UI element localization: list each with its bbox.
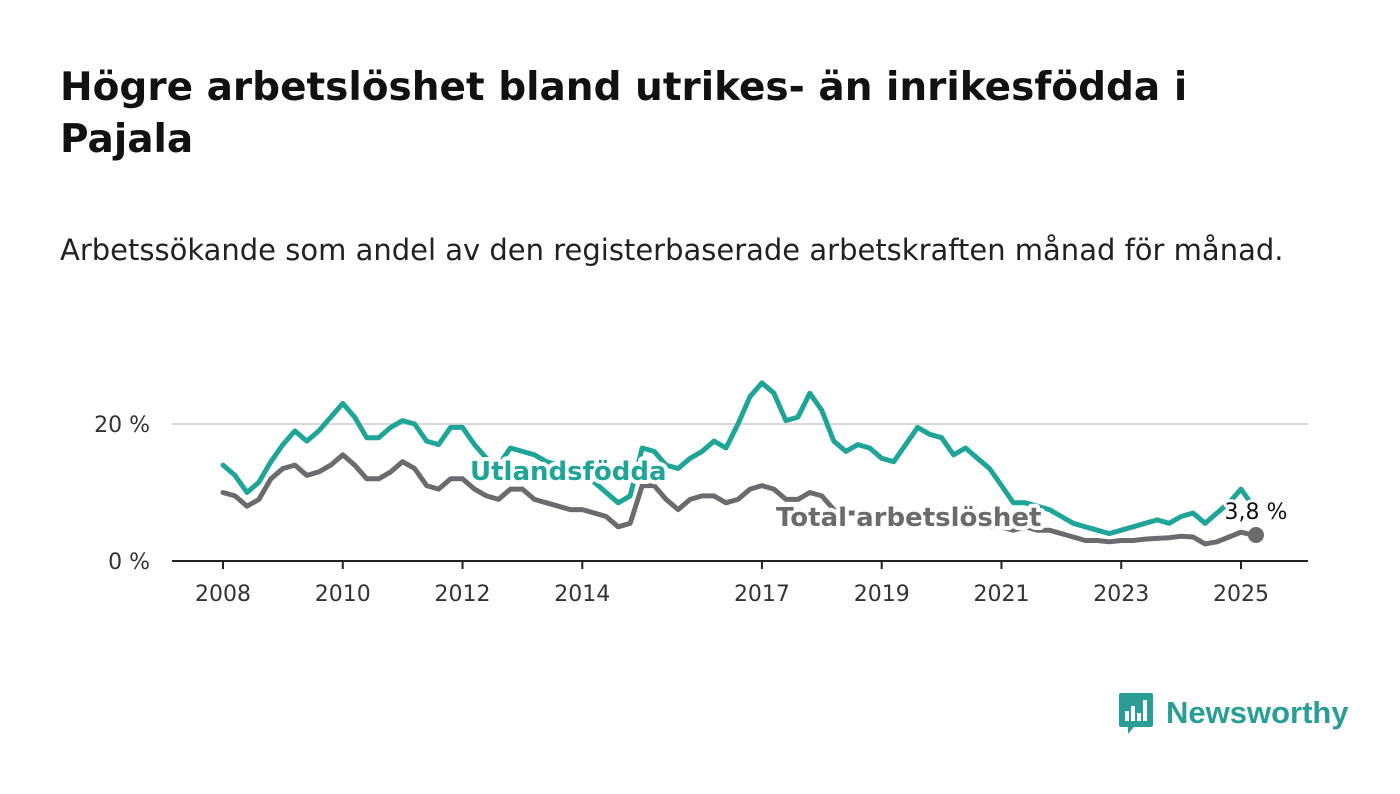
end-point-label-halo: 3,8 %: [1225, 500, 1288, 525]
chart-subtitle: Arbetssökande som andel av den registerb…: [60, 233, 1284, 267]
newsworthy-logo-text: Newsworthy: [1166, 695, 1349, 730]
x-tick-label: 2019: [854, 582, 910, 607]
end-point-label: 3,8 %: [1225, 500, 1288, 525]
x-tick-label: 2023: [1093, 582, 1149, 607]
x-tick-label: 2014: [554, 582, 610, 607]
x-tick-label: 2008: [195, 582, 251, 607]
x-tick-label: 2017: [734, 582, 790, 607]
x-tick-label: 2012: [435, 582, 491, 607]
series-line-total: [220, 452, 1256, 547]
series-label-utlandsfodda-halo: Utlandsfödda: [470, 457, 667, 487]
x-axis: 2008 2010 2012 2014 2017 2019 2021 2023 2025: [172, 560, 1308, 607]
series-lines: [220, 380, 1256, 547]
series-label-utlandsfodda: Utlandsfödda: [470, 457, 667, 487]
x-tick-label: 2010: [315, 582, 371, 607]
newsworthy-logo-icon: [1119, 693, 1153, 734]
series-line-utlandsfodda: [220, 380, 1256, 537]
y-tick-label: 20 %: [94, 413, 150, 438]
x-tick-label: 2025: [1213, 582, 1269, 607]
newsworthy-logo[interactable]: Newsworthy: [1118, 690, 1349, 736]
x-tick-label: 2021: [973, 582, 1029, 607]
end-point-marker: [1247, 526, 1264, 543]
y-tick-label: 0 %: [108, 550, 150, 575]
chart-title: Högre arbetslöshet bland utrikes- än inr…: [60, 65, 1188, 162]
series-label-total: Total arbetslöshet: [776, 503, 1041, 533]
series-label-total-halo: Total arbetslöshet: [776, 503, 1041, 533]
